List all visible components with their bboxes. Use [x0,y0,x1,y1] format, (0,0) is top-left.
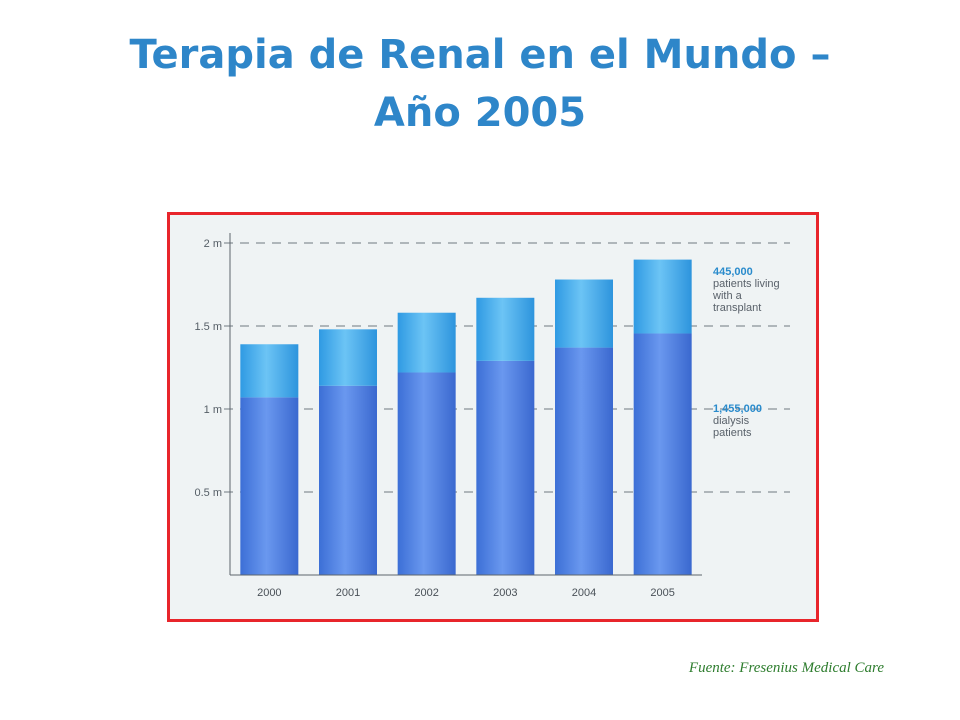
y-tick-label: 1 m [204,404,222,416]
annotation-transplant-text: with a [712,290,743,302]
bar-transplant-2000 [240,344,299,398]
annotation-transplant-value: 445,000 [713,266,753,278]
y-tick-label: 0.5 m [194,487,222,499]
bar-dialysis-2001 [319,385,377,575]
x-tick-label: 2003 [493,587,517,599]
bar-transplant-2004 [555,279,613,348]
y-tick-label: 2 m [204,238,222,250]
annotation-dialysis-value: 1,455,000 [713,403,762,415]
bar-transplant-2003 [476,297,535,361]
bar-dialysis-2000 [240,397,299,575]
bar-dialysis-2003 [476,360,535,575]
x-tick-label: 2001 [336,587,360,599]
x-tick-label: 2000 [257,587,281,599]
chart-frame: 0.5 m 1 m 1.5 m 2 m 2000 2001 2002 2003 2004 2005… [167,212,819,622]
bar-dialysis-2005 [633,333,692,575]
bar-transplant-2002 [397,312,456,373]
x-tick-label: 2002 [414,587,438,599]
bar-transplant-2001 [319,329,377,386]
x-tick-label: 2004 [572,587,596,599]
annotation-transplant-text: patients living [713,278,780,290]
title-line-2: Año 2005 [373,90,587,136]
y-tick-label: 1.5 m [194,321,222,333]
page-title: Terapia de Renal en el Mundo – Año 2005 [0,26,960,142]
title-line-1: Terapia de Renal en el Mundo – [129,32,831,78]
annotation-dialysis-text: patients [713,427,752,439]
bar-transplant-2005 [633,259,692,334]
bar-dialysis-2004 [555,347,613,575]
source-note: Fuente: Fresenius Medical Care [688,660,884,676]
annotation-transplant-text: transplant [713,302,761,314]
x-tick-label: 2005 [650,587,674,599]
stacked-bar-chart: 0.5 m 1 m 1.5 m 2 m 2000 2001 2002 2003 2004 2005… [194,233,790,599]
bar-dialysis-2002 [397,372,456,575]
annotation-dialysis-text: dialysis [713,415,750,427]
